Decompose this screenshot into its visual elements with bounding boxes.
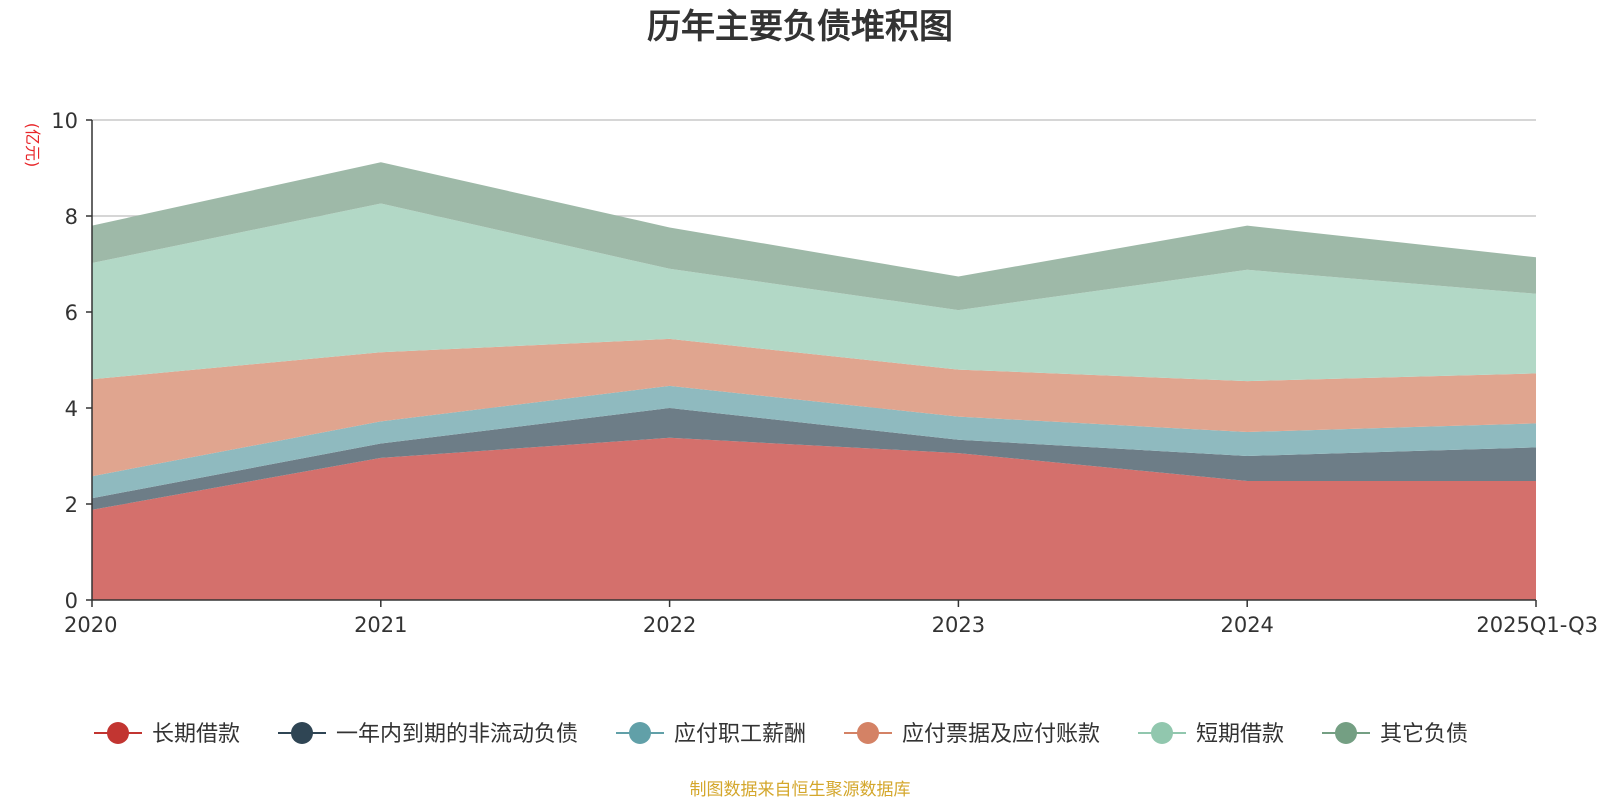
legend-item-5[interactable]: 短期借款 [1138,722,1284,747]
source-note: 制图数据来自恒生聚源数据库 [690,780,911,800]
legend-label: 应付票据及应付账款 [902,722,1100,747]
legend-label: 一年内到期的非流动负债 [336,722,578,747]
area-series-1 [92,437,1536,600]
area-series-2 [92,408,1536,510]
legend-marker-icon [1335,722,1357,744]
legend-marker-icon [857,722,879,744]
legend-marker-icon [629,722,651,744]
area-series-5 [92,203,1536,382]
legend-item-1[interactable]: 长期借款 [94,722,240,747]
y-tick-label: 0 [65,589,78,613]
legend-item-6[interactable]: 其它负债 [1322,722,1468,747]
y-tick-label: 4 [65,397,78,421]
x-tick-label: 2020 [64,613,117,637]
y-axis-unit-label: (亿元) [23,123,42,168]
legend-label: 应付职工薪酬 [674,722,806,747]
x-tick-label: 2023 [932,613,985,637]
legend-item-2[interactable]: 一年内到期的非流动负债 [278,722,578,747]
chart-title: 历年主要负债堆积图 [647,7,953,47]
axes: 0 2 4 6 8 10 2020 2021 2022 2023 2024 2025Q1-Q3 [51,109,1598,637]
legend-marker-icon [291,722,313,744]
legend-item-4[interactable]: 应付票据及应付账款 [844,722,1100,747]
legend-marker-icon [107,722,129,744]
y-tick-label: 8 [65,205,78,229]
area-series [92,162,1536,600]
legend-label: 长期借款 [152,722,240,747]
x-tick-label: 2024 [1220,613,1273,637]
legend-label: 短期借款 [1196,722,1284,747]
y-tick-label: 2 [65,493,78,517]
area-series-6 [92,162,1536,311]
y-tick-label: 6 [65,301,78,325]
x-tick-label: 2025Q1-Q3 [1476,613,1598,637]
legend-label: 其它负债 [1380,722,1468,747]
x-tick-label: 2022 [643,613,696,637]
legend-marker-icon [1151,722,1173,744]
legend-item-3[interactable]: 应付职工薪酬 [616,722,806,747]
x-tick-label: 2021 [354,613,407,637]
area-series-3 [92,385,1536,499]
y-tick-label: 10 [51,109,78,133]
area-series-4 [92,338,1536,477]
legend[interactable]: 长期借款 一年内到期的非流动负债 应付职工薪酬 应付票据及应付账款 短期借款 其它负债 [94,722,1468,747]
